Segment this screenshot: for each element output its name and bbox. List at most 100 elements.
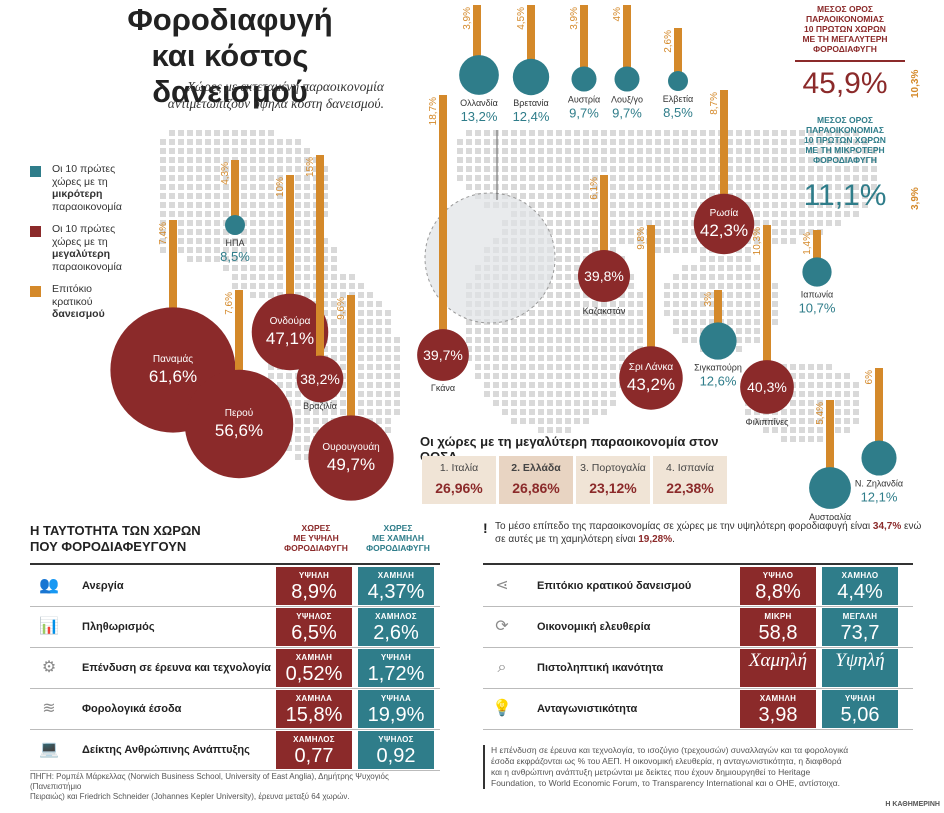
map-dot	[520, 166, 526, 172]
map-dot	[367, 373, 373, 379]
map-dot	[295, 391, 301, 397]
map-dot	[781, 229, 787, 235]
map-dot	[601, 409, 607, 415]
map-dot	[664, 283, 670, 289]
map-dot	[592, 400, 598, 406]
map-dot	[727, 175, 733, 181]
map-dot	[322, 256, 328, 262]
map-dot	[502, 337, 508, 343]
map-dot	[772, 283, 778, 289]
map-dot	[493, 328, 499, 334]
map-dot	[385, 319, 391, 325]
map-dot	[277, 292, 283, 298]
map-dot	[799, 418, 805, 424]
map-dot	[817, 418, 823, 424]
shadow-value-label: 12,6%	[700, 374, 737, 389]
map-dot	[529, 382, 535, 388]
map-dot	[790, 409, 796, 415]
low-evasion-value: 73,7	[840, 622, 880, 644]
map-dot	[385, 373, 391, 379]
map-dot	[817, 130, 823, 136]
map-dot	[502, 355, 508, 361]
map-dot	[286, 139, 292, 145]
map-dot	[790, 202, 796, 208]
oecd-item-value: 26,86%	[512, 480, 560, 496]
map-dot	[376, 373, 382, 379]
map-dot	[691, 184, 697, 190]
map-dot	[511, 319, 517, 325]
map-dot	[565, 175, 571, 181]
map-dot	[862, 148, 868, 154]
map-dot	[331, 283, 337, 289]
map-dot	[817, 157, 823, 163]
map-dot	[187, 238, 193, 244]
map-dot	[268, 274, 274, 280]
map-dot	[556, 355, 562, 361]
map-dot	[547, 139, 553, 145]
map-dot	[277, 220, 283, 226]
map-dot	[394, 373, 400, 379]
rate-bar	[813, 230, 821, 272]
map-dot	[844, 193, 850, 199]
map-dot	[178, 238, 184, 244]
map-dot	[223, 166, 229, 172]
map-dot	[727, 139, 733, 145]
map-dot	[862, 184, 868, 190]
map-dot	[808, 175, 814, 181]
country-label: Ολλανδία	[460, 98, 498, 108]
map-dot	[673, 328, 679, 334]
map-dot	[268, 229, 274, 235]
map-dot	[799, 427, 805, 433]
map-dot	[385, 346, 391, 352]
map-dot	[223, 148, 229, 154]
map-dot	[556, 220, 562, 226]
map-dot	[277, 256, 283, 262]
map-dot	[565, 373, 571, 379]
map-dot	[583, 247, 589, 253]
map-dot	[520, 346, 526, 352]
map-dot	[574, 400, 580, 406]
map-dot	[511, 382, 517, 388]
high-evasion-tag: ΥΨΗΛΟ	[762, 571, 794, 580]
map-dot	[601, 139, 607, 145]
map-dot	[754, 175, 760, 181]
map-dot	[583, 238, 589, 244]
map-dot	[304, 256, 310, 262]
map-dot	[763, 202, 769, 208]
map-dot	[547, 328, 553, 334]
map-dot	[340, 319, 346, 325]
map-dot	[799, 148, 805, 154]
map-dot	[628, 202, 634, 208]
shadow-value-label: 9,7%	[612, 106, 642, 121]
map-dot	[619, 355, 625, 361]
map-dot	[214, 202, 220, 208]
map-dot	[493, 355, 499, 361]
map-dot	[817, 427, 823, 433]
map-dot	[790, 175, 796, 181]
map-dot	[700, 148, 706, 154]
shadow-bubble	[296, 355, 344, 403]
map-dot	[277, 373, 283, 379]
map-dot	[466, 328, 472, 334]
map-dot	[214, 157, 220, 163]
map-dot	[385, 355, 391, 361]
map-dot	[556, 157, 562, 163]
average-high-heading-line: ΜΕ ΤΗ ΜΕΓΑΛΥΤΕΡΗ	[802, 34, 888, 44]
low-evasion-tag: ΥΨΗΛΗ	[844, 694, 876, 703]
map-dot	[673, 220, 679, 226]
map-dot	[286, 157, 292, 163]
map-dot	[844, 166, 850, 172]
country-label: Ρωσία	[710, 207, 739, 219]
map-dot	[817, 202, 823, 208]
map-dot	[799, 229, 805, 235]
map-dot	[808, 220, 814, 226]
map-dot	[583, 148, 589, 154]
map-dot	[583, 301, 589, 307]
map-dot	[619, 202, 625, 208]
map-dot	[385, 391, 391, 397]
map-dot	[556, 373, 562, 379]
map-dot	[565, 130, 571, 136]
map-dot	[574, 157, 580, 163]
map-dot	[160, 229, 166, 235]
map-dot	[484, 139, 490, 145]
